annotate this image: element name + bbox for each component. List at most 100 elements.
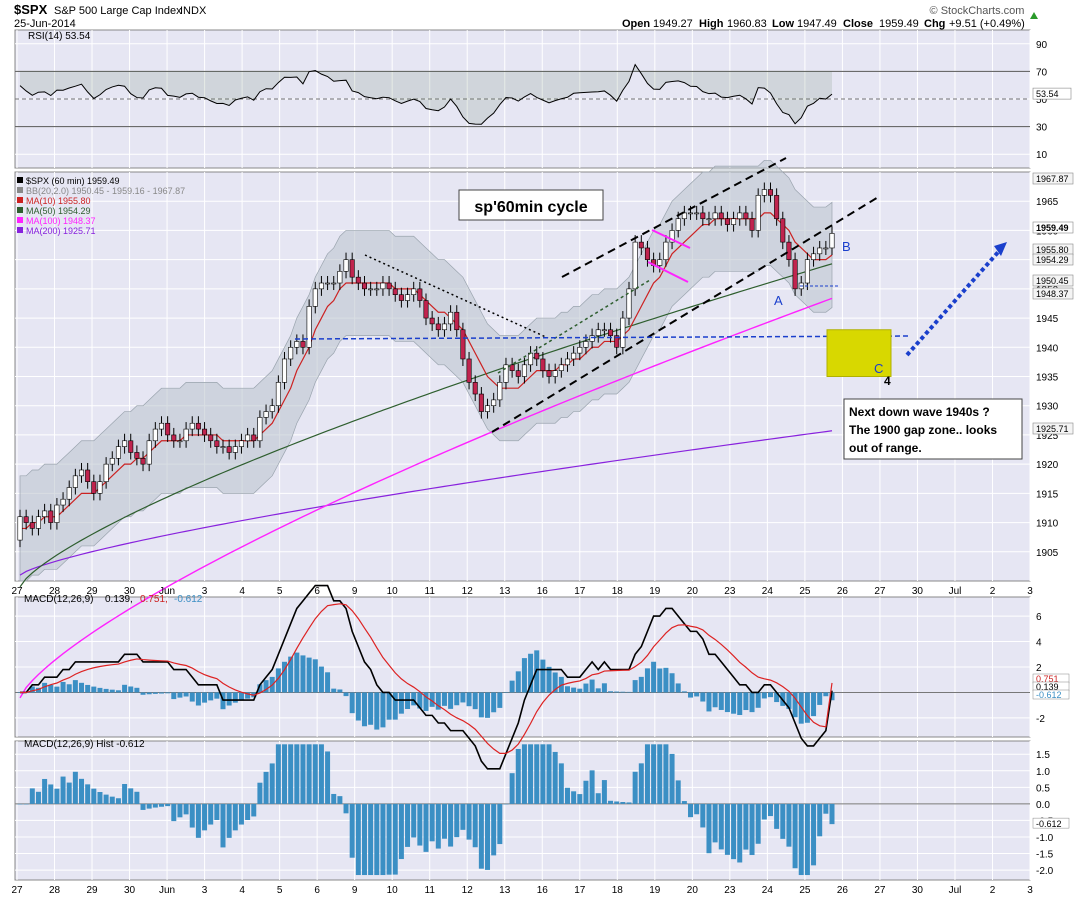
- y-tick-label: 1920: [1036, 460, 1059, 471]
- hist-bar: [42, 778, 48, 804]
- x-tick-label: 25: [799, 586, 811, 597]
- x-tick-label: 30: [912, 586, 924, 597]
- hist-bar: [343, 803, 349, 814]
- signal-line: [20, 603, 833, 755]
- macd-hist-bar: [485, 692, 491, 718]
- candle: [208, 434, 214, 442]
- hist-bar: [528, 744, 534, 804]
- candle: [392, 288, 398, 296]
- candle: [226, 446, 232, 453]
- candle: [620, 317, 626, 348]
- hist-bar: [737, 803, 743, 863]
- macd-hist-bar: [743, 692, 749, 711]
- legend-swatch: [17, 217, 23, 223]
- candle: [263, 411, 269, 418]
- candle: [761, 189, 767, 196]
- candle: [312, 288, 318, 307]
- x-tick-label: 30: [124, 586, 136, 597]
- x-tick-label-bottom: 9: [352, 885, 358, 896]
- macd-hist-bar: [614, 691, 620, 693]
- x-tick-label: 23: [724, 586, 736, 597]
- macd-hist-bar: [72, 680, 78, 693]
- hist-bar: [441, 803, 447, 839]
- ma200-line: [19, 430, 833, 576]
- macd-hist-bar: [681, 691, 687, 693]
- hist-bar: [318, 744, 324, 804]
- hist-bar: [429, 803, 435, 842]
- x-tick-label-bottom: 24: [762, 885, 774, 896]
- hist-bar: [540, 744, 546, 804]
- hist-bar: [651, 744, 657, 804]
- candle: [140, 457, 146, 465]
- candle: [152, 428, 158, 442]
- hist-bar: [312, 744, 318, 804]
- hist-bar: [749, 803, 755, 856]
- macd-hist-bar: [804, 692, 810, 723]
- candle: [115, 446, 121, 459]
- macd-hist-bar: [435, 692, 441, 710]
- price-value-label: 1959.49: [1036, 223, 1069, 233]
- hist-bar: [202, 803, 208, 831]
- macd-hist-bar: [417, 692, 423, 709]
- candle: [694, 212, 700, 215]
- price-value-label: 1967.87: [1036, 174, 1069, 184]
- macd-hist-bar: [195, 692, 201, 706]
- hist-bar: [195, 803, 201, 838]
- hist-bar: [361, 803, 367, 876]
- hist-bar: [767, 803, 773, 817]
- hist-bar: [171, 803, 177, 822]
- candle: [792, 259, 798, 290]
- macd-hist-bar: [226, 692, 232, 706]
- hist-bar: [232, 803, 238, 831]
- candle: [534, 352, 540, 360]
- hist-bar: [694, 803, 700, 815]
- y-tick-label: 50: [1036, 95, 1048, 106]
- price-legend-item: $SPX (60 min) 1959.49: [26, 176, 120, 186]
- x-tick-label: 9: [352, 586, 358, 597]
- candle: [165, 422, 171, 436]
- downtrend-line: [364, 254, 549, 339]
- macd-hist-bar: [737, 692, 743, 715]
- hist-bar: [608, 800, 614, 804]
- macd-hist-bar: [694, 692, 700, 697]
- hist-bar: [380, 803, 386, 876]
- hist-bar: [521, 744, 527, 804]
- hist-bar: [503, 803, 509, 805]
- macd-hist-bar: [325, 672, 331, 693]
- candle: [700, 212, 706, 220]
- macd-hist-bar: [601, 683, 607, 693]
- macd-hist-bar: [706, 692, 712, 712]
- hist-bar: [657, 744, 663, 804]
- chg-value: +9.51 (+0.49%): [949, 18, 1025, 30]
- hist-bar: [245, 803, 251, 820]
- price-value-box: [1032, 172, 1074, 185]
- candle: [817, 247, 823, 255]
- x-tick-label: Jul: [949, 586, 962, 597]
- hist-bar: [398, 803, 404, 860]
- note-box: [843, 398, 1023, 460]
- x-tick-label: 3: [202, 586, 208, 597]
- macd-legend-v2: 0.751,: [140, 594, 168, 605]
- macd-hist-bar: [472, 692, 478, 710]
- x-tick-label-bottom: 17: [574, 885, 586, 896]
- hist-bar: [282, 744, 288, 804]
- candle: [491, 399, 497, 407]
- macd-hist-bar: [774, 692, 780, 703]
- candle: [109, 457, 115, 465]
- x-tick-label-bottom: 6: [314, 885, 320, 896]
- candle: [42, 510, 48, 518]
- x-tick-label: 11: [425, 586, 436, 597]
- x-tick-label: 19: [649, 586, 661, 597]
- macd-hist-bar: [626, 691, 632, 693]
- candle: [767, 189, 773, 196]
- symbol: $SPX: [14, 2, 48, 17]
- y-tick-label: 1940: [1036, 343, 1059, 354]
- x-tick-label: 6: [314, 586, 320, 597]
- legend-swatch: [17, 227, 23, 233]
- candle: [380, 282, 386, 290]
- hist-bar: [448, 803, 454, 847]
- macd-hist-bar: [521, 658, 527, 693]
- y-tick-label: -1.5: [1036, 850, 1054, 861]
- hist-bar: [460, 803, 466, 830]
